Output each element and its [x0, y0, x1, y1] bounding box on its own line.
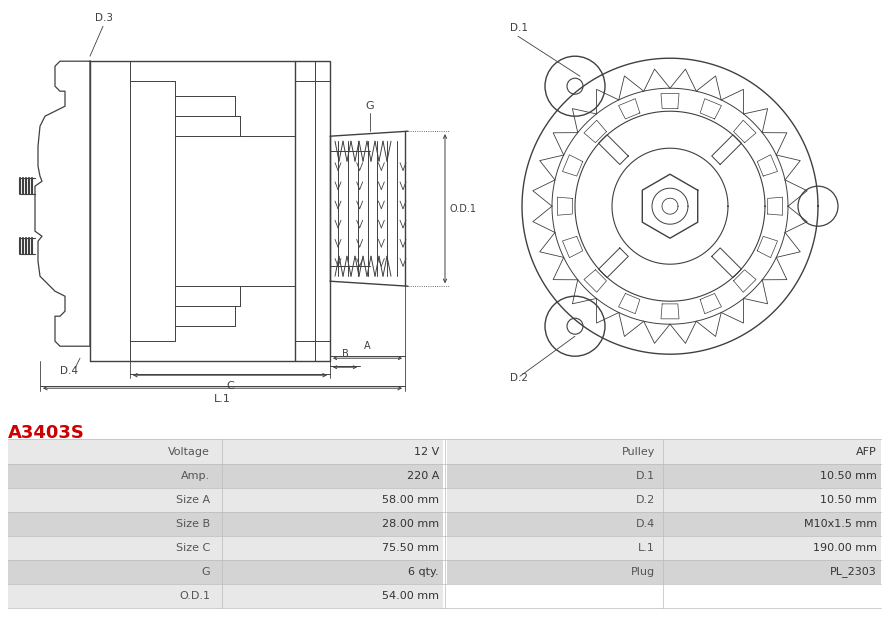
Text: 58.00 mm: 58.00 mm — [382, 495, 439, 505]
Bar — [447, 511, 881, 536]
Bar — [8, 584, 443, 608]
Text: Size B: Size B — [176, 519, 210, 529]
Bar — [447, 464, 881, 488]
Text: 75.50 mm: 75.50 mm — [382, 543, 439, 553]
Text: D.2: D.2 — [636, 495, 655, 505]
Text: A3403S: A3403S — [8, 424, 84, 442]
Text: 6 qty.: 6 qty. — [408, 567, 439, 577]
Bar — [8, 488, 443, 511]
Text: Plug: Plug — [631, 567, 655, 577]
Text: Pulley: Pulley — [621, 447, 655, 457]
Text: Amp.: Amp. — [180, 470, 210, 480]
Text: O.D.1: O.D.1 — [450, 204, 477, 214]
Text: L.1: L.1 — [638, 543, 655, 553]
Text: Voltage: Voltage — [168, 447, 210, 457]
Bar — [8, 560, 443, 584]
Text: 220 A: 220 A — [406, 470, 439, 480]
Text: D.1: D.1 — [510, 23, 528, 33]
Text: O.D.1: O.D.1 — [179, 591, 210, 601]
Text: D.3: D.3 — [95, 13, 113, 23]
Text: G: G — [202, 567, 210, 577]
Text: 28.00 mm: 28.00 mm — [382, 519, 439, 529]
Bar — [447, 536, 881, 560]
Text: C: C — [226, 381, 234, 391]
Text: D.1: D.1 — [636, 470, 655, 480]
Text: Size A: Size A — [176, 495, 210, 505]
Text: L.1: L.1 — [213, 394, 230, 404]
Text: 10.50 mm: 10.50 mm — [821, 470, 877, 480]
Text: 54.00 mm: 54.00 mm — [382, 591, 439, 601]
Text: AFP: AFP — [856, 447, 877, 457]
Bar — [8, 464, 443, 488]
Text: D.4: D.4 — [60, 366, 78, 376]
Text: 12 V: 12 V — [413, 447, 439, 457]
Bar — [447, 439, 881, 464]
Bar — [8, 536, 443, 560]
Text: A: A — [364, 341, 371, 351]
Text: D.4: D.4 — [636, 519, 655, 529]
Text: 10.50 mm: 10.50 mm — [821, 495, 877, 505]
Bar — [8, 511, 443, 536]
Text: PL_2303: PL_2303 — [830, 566, 877, 578]
Bar — [295, 61, 330, 361]
Text: 190.00 mm: 190.00 mm — [813, 543, 877, 553]
Text: B: B — [341, 350, 348, 359]
Text: M10x1.5 mm: M10x1.5 mm — [804, 519, 877, 529]
Bar — [447, 488, 881, 511]
Text: Size C: Size C — [176, 543, 210, 553]
Text: D.2: D.2 — [510, 373, 528, 383]
Bar — [8, 439, 443, 464]
Text: G: G — [365, 101, 374, 111]
Bar — [447, 560, 881, 584]
